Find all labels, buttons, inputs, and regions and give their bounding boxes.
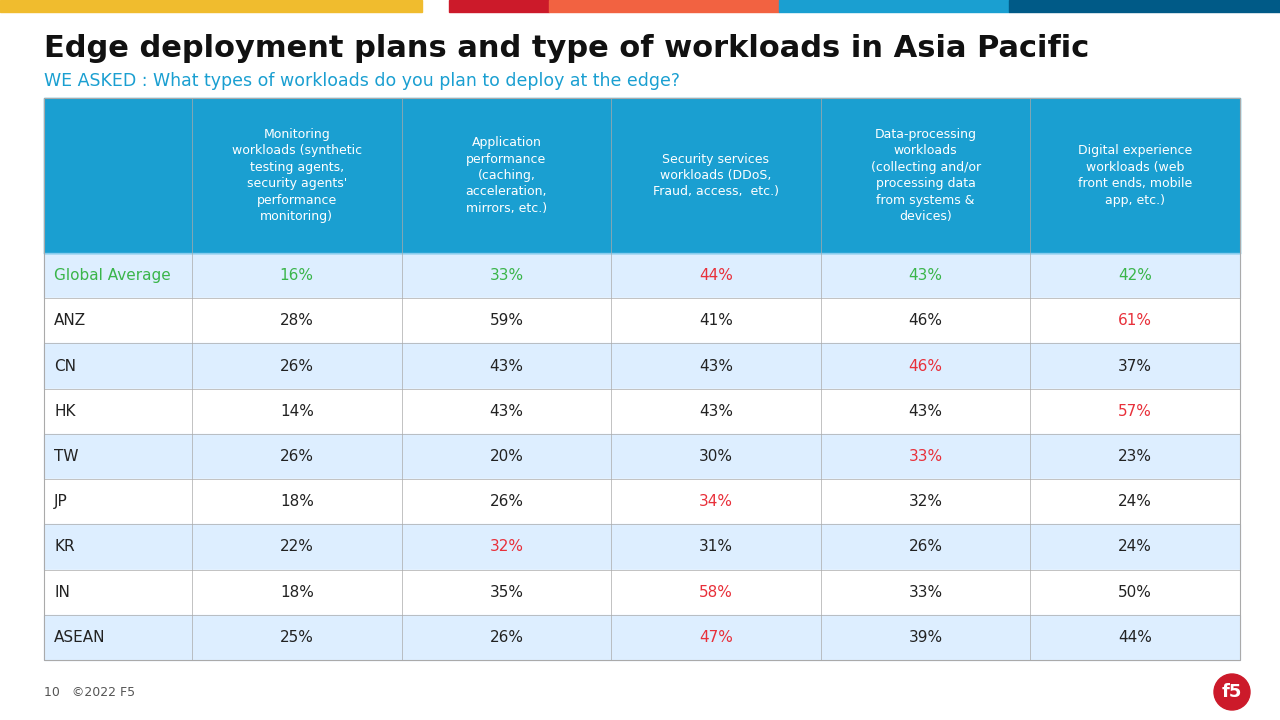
- Text: 16%: 16%: [280, 268, 314, 283]
- Text: 32%: 32%: [489, 539, 524, 554]
- Text: 57%: 57%: [1119, 404, 1152, 419]
- Text: 46%: 46%: [909, 359, 942, 374]
- Text: Digital experience
workloads (web
front ends, mobile
app, etc.): Digital experience workloads (web front …: [1078, 144, 1193, 207]
- Text: 26%: 26%: [489, 494, 524, 509]
- Text: 43%: 43%: [699, 359, 733, 374]
- Text: 41%: 41%: [699, 313, 733, 328]
- Bar: [44, 570, 1240, 615]
- Text: 44%: 44%: [699, 268, 733, 283]
- Text: Edge deployment plans and type of workloads in Asia Pacific: Edge deployment plans and type of worklo…: [44, 34, 1089, 63]
- Bar: [44, 98, 1240, 660]
- Bar: [1009, 0, 1280, 12]
- Text: HK: HK: [54, 404, 76, 419]
- Text: 26%: 26%: [280, 449, 314, 464]
- Text: ASEAN: ASEAN: [54, 630, 105, 645]
- Circle shape: [1213, 674, 1251, 710]
- Text: WE ASKED : What types of workloads do you plan to deploy at the edge?: WE ASKED : What types of workloads do yo…: [44, 72, 680, 90]
- Text: 39%: 39%: [909, 630, 942, 645]
- Bar: [549, 0, 780, 12]
- Bar: [44, 298, 1240, 343]
- Text: 26%: 26%: [489, 630, 524, 645]
- Text: Data-processing
workloads
(collecting and/or
processing data
from systems &
devi: Data-processing workloads (collecting an…: [870, 127, 980, 223]
- Text: 33%: 33%: [909, 449, 942, 464]
- Text: TW: TW: [54, 449, 78, 464]
- Text: 26%: 26%: [280, 359, 314, 374]
- Text: 37%: 37%: [1119, 359, 1152, 374]
- Bar: [44, 389, 1240, 434]
- Text: 28%: 28%: [280, 313, 314, 328]
- Text: 23%: 23%: [1119, 449, 1152, 464]
- Bar: [0, 0, 422, 12]
- Bar: [44, 524, 1240, 570]
- Text: 46%: 46%: [909, 313, 942, 328]
- Text: 42%: 42%: [1119, 268, 1152, 283]
- Bar: [44, 615, 1240, 660]
- Text: 34%: 34%: [699, 494, 733, 509]
- Text: 18%: 18%: [280, 494, 314, 509]
- Text: IN: IN: [54, 585, 70, 600]
- Bar: [780, 0, 1009, 12]
- Text: Security services
workloads (DDoS,
Fraud, access,  etc.): Security services workloads (DDoS, Fraud…: [653, 153, 780, 199]
- Bar: [44, 434, 1240, 479]
- Text: 43%: 43%: [489, 359, 524, 374]
- Text: 43%: 43%: [909, 404, 942, 419]
- Bar: [44, 479, 1240, 524]
- Text: CN: CN: [54, 359, 76, 374]
- Text: 43%: 43%: [699, 404, 733, 419]
- Text: 33%: 33%: [909, 585, 942, 600]
- Text: 50%: 50%: [1119, 585, 1152, 600]
- Text: 24%: 24%: [1119, 494, 1152, 509]
- Bar: [449, 0, 549, 12]
- Text: 43%: 43%: [909, 268, 942, 283]
- Text: 33%: 33%: [489, 268, 524, 283]
- Text: 25%: 25%: [280, 630, 314, 645]
- Text: Application
performance
(caching,
acceleration,
mirrors, etc.): Application performance (caching, accele…: [466, 136, 547, 215]
- Text: JP: JP: [54, 494, 68, 509]
- Text: 47%: 47%: [699, 630, 733, 645]
- Text: Monitoring
workloads (synthetic
testing agents,
security agents'
performance
mon: Monitoring workloads (synthetic testing …: [232, 127, 362, 223]
- Text: 35%: 35%: [489, 585, 524, 600]
- Text: KR: KR: [54, 539, 74, 554]
- Text: f5: f5: [1222, 683, 1242, 701]
- Bar: [44, 98, 1240, 253]
- Bar: [44, 343, 1240, 389]
- Text: ANZ: ANZ: [54, 313, 86, 328]
- Text: 18%: 18%: [280, 585, 314, 600]
- Text: 61%: 61%: [1119, 313, 1152, 328]
- Text: 22%: 22%: [280, 539, 314, 554]
- Text: 24%: 24%: [1119, 539, 1152, 554]
- Text: 20%: 20%: [489, 449, 524, 464]
- Text: 32%: 32%: [909, 494, 942, 509]
- Bar: [44, 253, 1240, 298]
- Text: 59%: 59%: [489, 313, 524, 328]
- Text: 44%: 44%: [1119, 630, 1152, 645]
- Text: 10   ©2022 F5: 10 ©2022 F5: [44, 685, 136, 698]
- Text: 31%: 31%: [699, 539, 733, 554]
- Text: 14%: 14%: [280, 404, 314, 419]
- Text: 43%: 43%: [489, 404, 524, 419]
- Text: Global Average: Global Average: [54, 268, 170, 283]
- Text: 30%: 30%: [699, 449, 733, 464]
- Text: 26%: 26%: [909, 539, 942, 554]
- Text: 58%: 58%: [699, 585, 733, 600]
